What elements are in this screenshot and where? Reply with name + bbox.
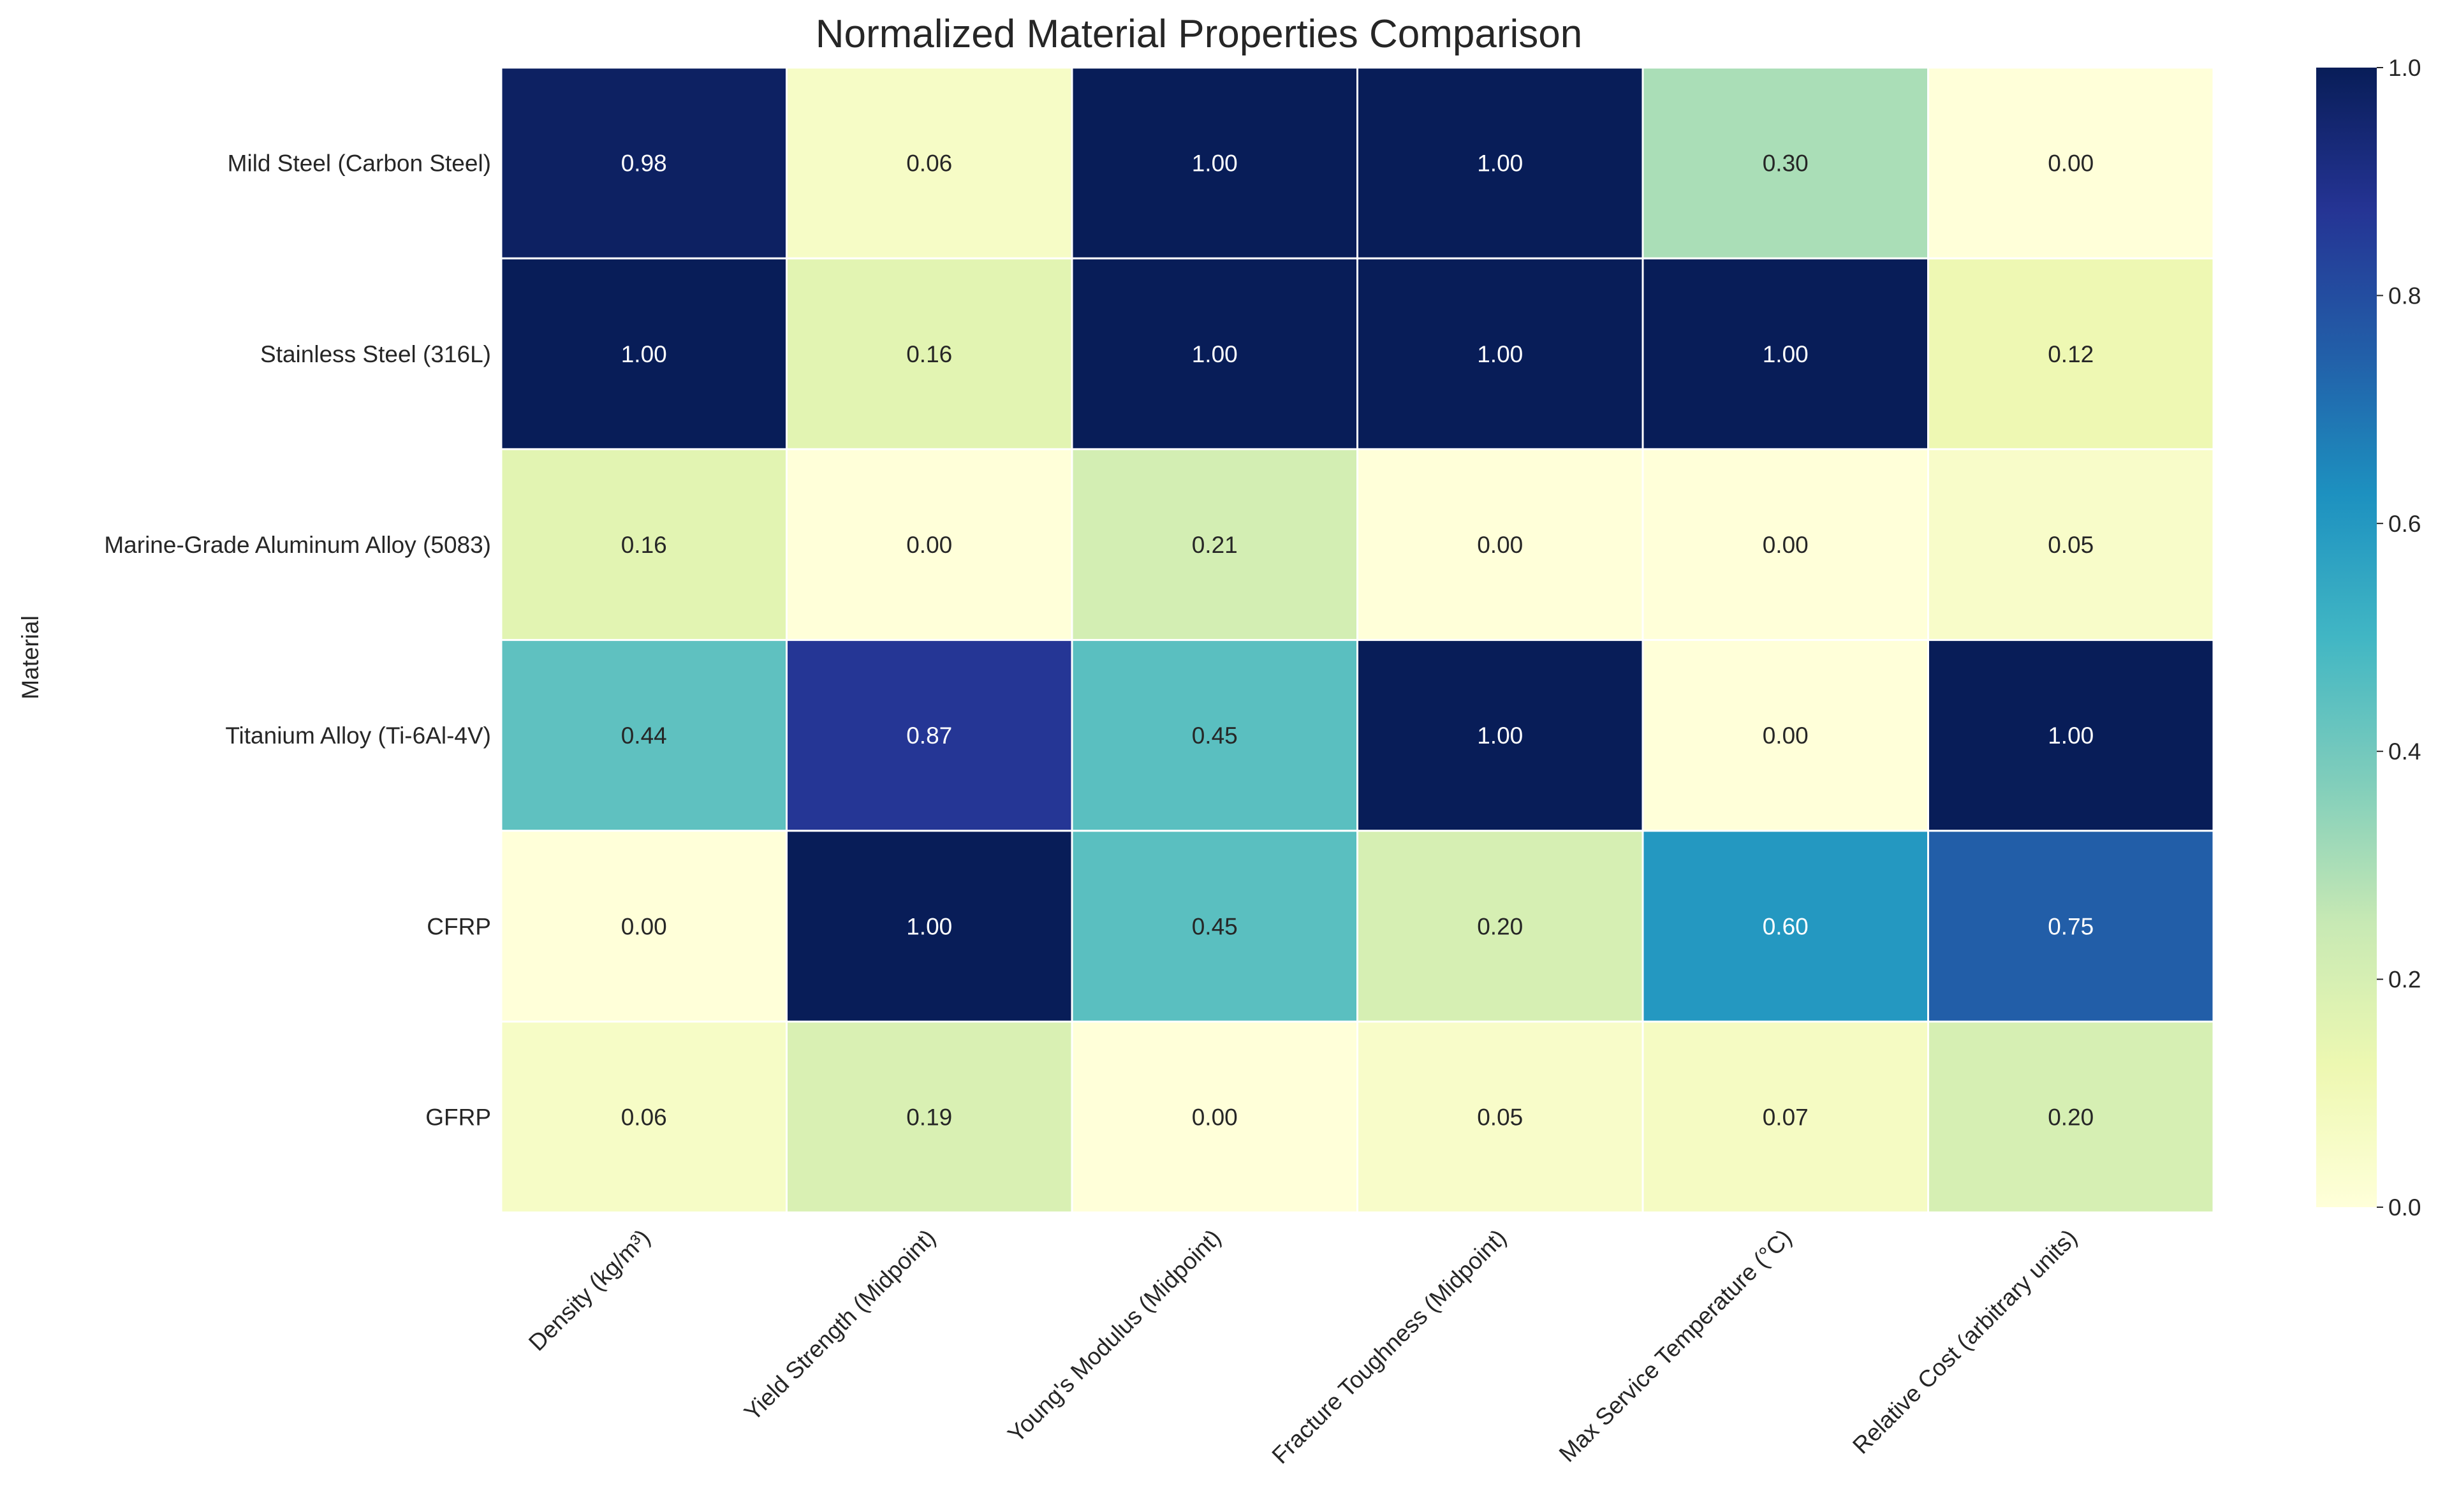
cell-value-label: 0.00	[1763, 532, 1809, 558]
cell-value-label: 0.06	[621, 1105, 667, 1131]
heatmap-cell	[500, 1020, 788, 1214]
cell-value-label: 0.75	[2048, 913, 2094, 939]
heatmap-cell	[1071, 448, 1358, 642]
heatmap-cell	[500, 66, 788, 260]
heatmap-cell	[1071, 639, 1358, 832]
cell-value-label: 0.00	[1477, 532, 1523, 558]
cell-value-label: 0.60	[1763, 913, 1809, 939]
column-label: Density (kg/m³)	[524, 1224, 655, 1356]
cell-value-label: 0.30	[1763, 150, 1809, 177]
cell-value-label: 0.00	[621, 913, 667, 939]
heatmap-cell	[1927, 830, 2215, 1023]
row-label: Mild Steel (Carbon Steel)	[228, 150, 491, 177]
heatmap-cell	[1356, 448, 1644, 642]
colorbar-tick-label: 1.0	[2388, 55, 2421, 81]
colorbar-tick-label: 0.6	[2388, 511, 2421, 537]
colorbar-tick-label: 0.4	[2388, 738, 2421, 765]
cell-value-label: 0.20	[1477, 913, 1523, 939]
row-label: CFRP	[427, 913, 491, 939]
cell-value-label: 1.00	[621, 341, 667, 367]
cell-value-label: 0.05	[1477, 1105, 1523, 1131]
column-label: Yield Strength (Midpoint)	[739, 1224, 941, 1426]
heatmap-cells: 0.98 0.06 1.00 1.00 0.30 0.00 1.00 0.16 1.00 1.00…	[500, 66, 2215, 1214]
row-label: Marine-Grade Aluminum Alloy (5083)	[104, 532, 491, 558]
heatmap-cell	[1927, 1020, 2215, 1214]
heatmap-cell	[1927, 257, 2215, 450]
chart-title: Normalized Material Properties Compariso…	[816, 12, 1583, 56]
cell-value-label: 1.00	[1192, 150, 1238, 177]
row-label: GFRP	[425, 1105, 491, 1131]
cell-value-label: 0.00	[1192, 1105, 1238, 1131]
heatmap-cell	[786, 66, 1073, 260]
heatmap-cell	[1356, 257, 1644, 450]
column-label: Relative Cost (arbitrary units)	[1847, 1224, 2082, 1459]
heatmap-cell	[500, 830, 788, 1023]
heatmap-cell	[1927, 639, 2215, 832]
heatmap-cell	[1356, 66, 1644, 260]
cell-value-label: 0.06	[906, 150, 952, 177]
column-label: Fracture Toughness (Midpoint)	[1267, 1224, 1511, 1469]
cell-value-label: 0.00	[906, 532, 952, 558]
colorbar-tick-label: 0.0	[2388, 1194, 2421, 1221]
colorbar-tick-label: 0.2	[2388, 967, 2421, 993]
cell-value-label: 0.00	[2048, 150, 2094, 177]
heatmap-cell	[786, 448, 1073, 642]
heatmap-cell	[1641, 448, 1929, 642]
row-label: Titanium Alloy (Ti-6Al-4V)	[225, 723, 491, 749]
cell-value-label: 0.87	[906, 723, 952, 749]
colorbar-gradient	[2316, 68, 2377, 1207]
cell-value-label: 0.16	[906, 341, 952, 367]
y-axis-label: Material	[17, 615, 43, 700]
heatmap-cell	[1356, 1020, 1644, 1214]
cell-value-label: 0.20	[2048, 1105, 2094, 1131]
cell-value-label: 1.00	[1477, 723, 1523, 749]
cell-value-label: 0.45	[1192, 723, 1238, 749]
heatmap-cell	[1071, 66, 1358, 260]
heatmap-cell	[1641, 1020, 1929, 1214]
heatmap-cell	[1927, 448, 2215, 642]
colorbar-tick-label: 0.8	[2388, 283, 2421, 309]
cell-value-label: 1.00	[1763, 341, 1809, 367]
column-label: Young's Modulus (Midpoint)	[1002, 1224, 1226, 1448]
cell-value-label: 1.00	[906, 913, 952, 939]
heatmap-cell	[1641, 639, 1929, 832]
heatmap-cell	[1641, 66, 1929, 260]
cell-value-label: 1.00	[1192, 341, 1238, 367]
cell-value-label: 0.05	[2048, 532, 2094, 558]
heatmap-cell	[786, 257, 1073, 450]
cell-value-label: 0.19	[906, 1105, 952, 1131]
heatmap-cell	[1356, 830, 1644, 1023]
cell-value-label: 0.12	[2048, 341, 2094, 367]
heatmap-cell	[500, 448, 788, 642]
cell-value-label: 0.00	[1763, 723, 1809, 749]
row-labels: Mild Steel (Carbon Steel) Stainless Steel…	[104, 150, 491, 1131]
cell-value-label: 0.44	[621, 723, 667, 749]
heatmap-cell	[1641, 830, 1929, 1023]
row-label: Stainless Steel (316L)	[260, 341, 491, 367]
cell-value-label: 0.45	[1192, 913, 1238, 939]
cell-value-label: 0.07	[1763, 1105, 1809, 1131]
cell-value-label: 0.98	[621, 150, 667, 177]
heatmap-cell	[500, 639, 788, 832]
cell-value-label: 0.16	[621, 532, 667, 558]
heatmap-cell	[1356, 639, 1644, 832]
heatmap-cell	[1071, 830, 1358, 1023]
heatmap-cell	[786, 639, 1073, 832]
heatmap-cell	[1927, 66, 2215, 260]
cell-value-label: 1.00	[2048, 723, 2094, 749]
cell-value-label: 1.00	[1477, 150, 1523, 177]
column-label: Max Service Temperature (°C)	[1554, 1224, 1797, 1467]
cell-value-label: 1.00	[1477, 341, 1523, 367]
column-labels: Density (kg/m³) Yield Strength (Midpoint)…	[524, 1224, 2082, 1469]
cell-value-label: 0.21	[1192, 532, 1238, 558]
colorbar: 0.0 0.2 0.4 0.6 0.8 1.0	[2316, 55, 2421, 1221]
